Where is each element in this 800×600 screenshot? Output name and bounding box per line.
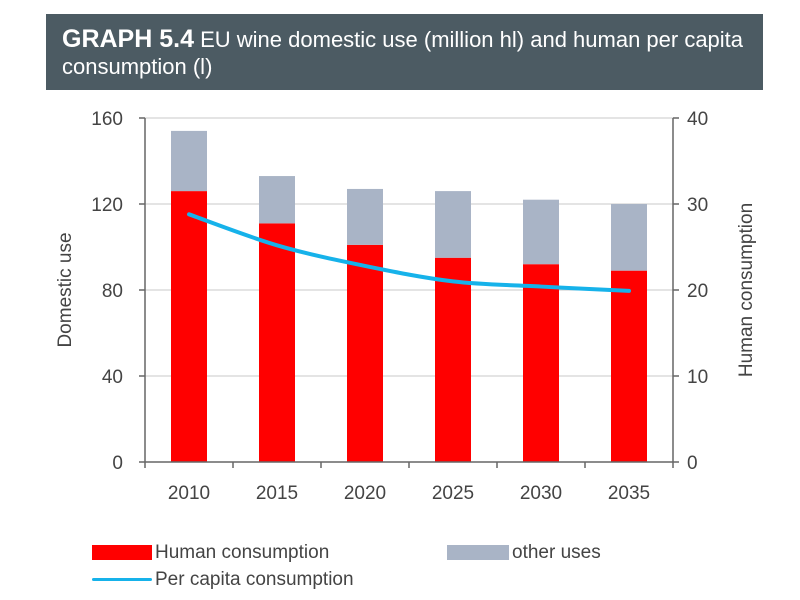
left-tick-label: 80 (102, 281, 123, 302)
bars (171, 130, 647, 462)
bar-other-uses (347, 188, 383, 245)
bar-human-consumption (611, 270, 647, 462)
right-tick-label: 0 (687, 453, 698, 474)
x-tick-label: 2020 (344, 483, 386, 504)
per-capita-line-group (187, 212, 631, 293)
left-tick-label: 0 (112, 453, 123, 474)
y-axis-title-left: Domestic use (55, 232, 76, 347)
bar-human-consumption (523, 264, 559, 462)
x-tick-label: 2010 (168, 483, 210, 504)
left-tick-label: 40 (102, 367, 123, 388)
right-tick-label: 30 (687, 195, 708, 216)
bar-other-uses (171, 130, 207, 192)
right-tick-label: 40 (687, 109, 708, 130)
bar-human-consumption (259, 223, 295, 462)
graph-number: GRAPH 5.4 (62, 25, 194, 53)
bar-other-uses (435, 191, 471, 258)
left-tick-label: 160 (91, 109, 123, 130)
bar-other-uses (523, 199, 559, 265)
x-tick-label: 2035 (608, 483, 650, 504)
x-tick-label: 2015 (256, 483, 298, 504)
left-tick-label: 120 (91, 195, 123, 216)
y-axis-title-right: Human consumption (736, 203, 757, 377)
right-tick-label: 10 (687, 367, 708, 388)
x-tick-label: 2025 (432, 483, 474, 504)
bar-other-uses (259, 176, 295, 224)
bar-human-consumption (171, 191, 207, 462)
bar-human-consumption (435, 257, 471, 462)
gridlines (145, 117, 673, 377)
graph-title: EU wine domestic use (million hl) and hu… (62, 27, 744, 79)
right-tick-label: 20 (687, 281, 708, 302)
bar-human-consumption (347, 244, 383, 462)
bar-other-uses (611, 204, 647, 271)
chart-title-bar: GRAPH 5.4 EU wine domestic use (million … (46, 14, 763, 90)
per-capita-line (187, 212, 631, 293)
x-tick-label: 2030 (520, 483, 562, 504)
